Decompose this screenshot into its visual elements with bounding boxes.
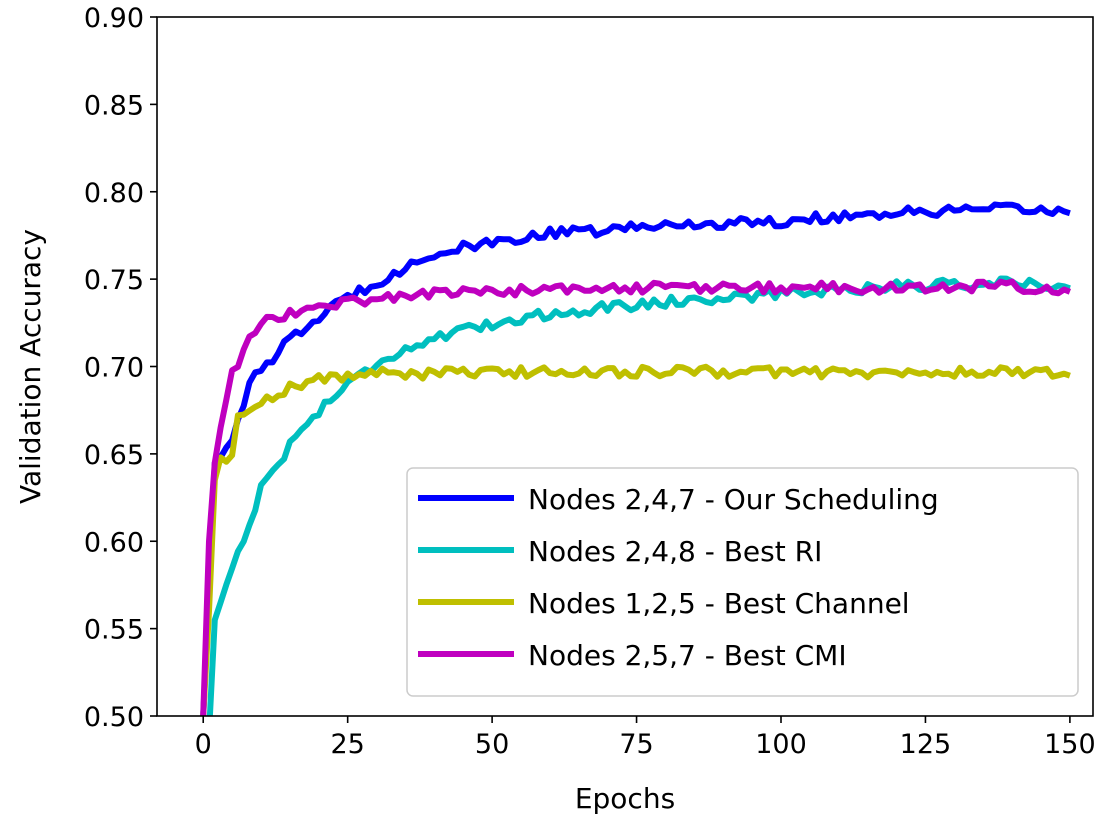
x-tick-label: 50 bbox=[475, 729, 509, 760]
x-tick-label: 25 bbox=[330, 729, 364, 760]
x-tick-label: 100 bbox=[755, 729, 807, 760]
y-tick-label: 0.90 bbox=[84, 3, 144, 34]
y-tick-label: 0.50 bbox=[84, 702, 144, 733]
y-tick-label: 0.75 bbox=[84, 265, 144, 296]
legend-label: Nodes 2,4,8 - Best RI bbox=[528, 535, 822, 568]
x-tick-label: 75 bbox=[619, 729, 653, 760]
y-tick-label: 0.60 bbox=[84, 527, 144, 558]
x-tick-label: 150 bbox=[1044, 729, 1095, 760]
y-axis-label: Validation Accuracy bbox=[14, 229, 47, 504]
y-tick-label: 0.65 bbox=[84, 440, 144, 471]
legend-box bbox=[406, 467, 1079, 697]
series-line-3 bbox=[200, 363, 1071, 716]
series-layer bbox=[200, 201, 1072, 716]
x-tick-label: 125 bbox=[900, 729, 952, 760]
series-line-4 bbox=[200, 278, 1072, 716]
y-tick-label: 0.80 bbox=[84, 178, 144, 209]
legend-label: Nodes 2,5,7 - Best CMI bbox=[528, 639, 847, 672]
ticks-layer: 0 25 50 75 100 125 150 0.50 0.55 0.60 0.65 0.70 0.75… bbox=[84, 3, 1095, 760]
y-tick-label: 0.70 bbox=[84, 353, 144, 384]
legend: Nodes 2,4,7 - Our Scheduling Nodes 2,4,8 … bbox=[406, 467, 1079, 697]
legend-label: Nodes 2,4,7 - Our Scheduling bbox=[528, 483, 939, 516]
y-tick-label: 0.85 bbox=[84, 90, 144, 121]
y-tick-label: 0.55 bbox=[84, 615, 144, 646]
x-axis-label: Epochs bbox=[575, 782, 675, 815]
legend-label: Nodes 1,2,5 - Best Channel bbox=[528, 587, 910, 620]
x-tick-label: 0 bbox=[195, 729, 212, 760]
series-line-1 bbox=[200, 201, 1071, 716]
